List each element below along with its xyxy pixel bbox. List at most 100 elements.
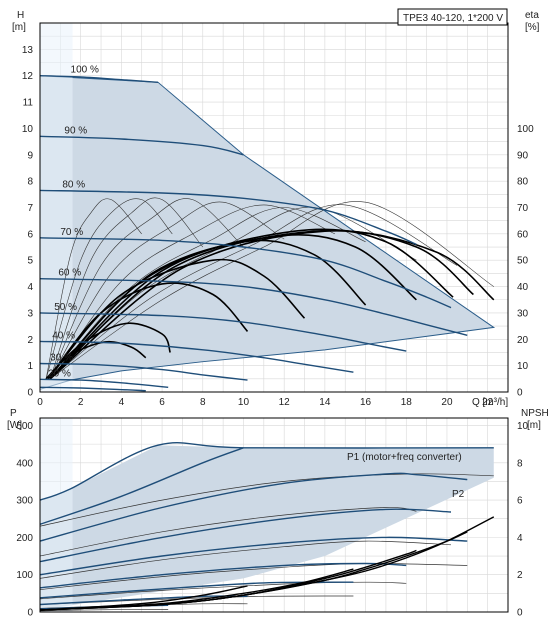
- speed-curve-label: 90 %: [64, 125, 87, 136]
- npsh-curve: [40, 568, 354, 611]
- x-tick-label: 16: [360, 397, 372, 408]
- head-speed-curve: [40, 135, 244, 156]
- eta-thin-curve: [50, 204, 458, 380]
- head-y-tick-label: 3: [27, 308, 33, 319]
- head-speed-curve: [40, 378, 169, 388]
- p1-curve: [40, 441, 494, 501]
- head-speed-curve: [40, 340, 354, 373]
- head-y-tick-label: 7: [27, 203, 33, 214]
- speed-curve-label: 100 %: [71, 65, 99, 76]
- x-tick-label: 14: [319, 397, 331, 408]
- power-plot-frame: [39, 417, 509, 613]
- eta-thin-curves: [45, 197, 494, 380]
- speed-curve-label: 80 %: [62, 179, 85, 190]
- npsh-y-tick-label: 0: [517, 608, 523, 619]
- head-speed-curve: [40, 362, 248, 381]
- eta-y-tick-label: 60: [517, 229, 529, 240]
- flow-xlabel: Q [m³/h]: [472, 397, 508, 408]
- x-tick-label: 6: [159, 397, 165, 408]
- npsh-y-tick-label: 4: [517, 533, 523, 544]
- npsh-y-tick-label: 10: [517, 421, 529, 432]
- x-tick-label: 0: [37, 397, 43, 408]
- head-y-tick-label: 12: [22, 71, 34, 82]
- x-tick-label: 22: [482, 397, 494, 408]
- p1-curves: [40, 441, 494, 610]
- p1-curve: [40, 472, 468, 542]
- p2-curve: [40, 609, 169, 612]
- head-speed-curve: [40, 386, 146, 392]
- npsh-y-tick-label: 2: [517, 570, 523, 581]
- npsh-y-tick-label: 8: [517, 458, 523, 469]
- head-ylabel-symbol: H: [17, 10, 24, 21]
- eta-ylabel-symbol: eta: [525, 10, 539, 21]
- head-panel: 0 2 4 6 8 10 12 14 16 18 20 22012345678910111213010…: [12, 8, 540, 408]
- power-envelope: [40, 445, 494, 611]
- speed-curves: [40, 75, 468, 392]
- eta-ylabel-unit: [%]: [525, 22, 540, 33]
- head-y-tick-label: 8: [27, 177, 33, 188]
- head-y-tick-label: 11: [23, 98, 34, 109]
- head-ylabel-unit: [m]: [12, 22, 26, 33]
- npsh-curves: [40, 516, 495, 611]
- eta-y-tick-label: 100: [517, 124, 534, 135]
- power-y-tick-label: 200: [16, 533, 33, 544]
- head-speed-curve: [40, 278, 468, 336]
- model-label: TPE3 40-120, 1*200 V: [403, 13, 503, 24]
- x-tick-label: 20: [441, 397, 453, 408]
- power-ticks: 0 100 200 300 400 500 0 2 4 6 8 10: [16, 421, 528, 619]
- speed-curve-label: 50 %: [54, 302, 77, 313]
- eta-thin-curve: [45, 198, 142, 379]
- eta-curve: [49, 229, 474, 380]
- p2-curves: [40, 473, 494, 612]
- eta-y-tick-label: 70: [517, 203, 529, 214]
- eta-thin-curve: [45, 198, 173, 379]
- head-speed-curve: [40, 189, 417, 246]
- speed-labels: 100 % 90 % 80 % 70 % 60 % 50 % 40 % 30 % 20 %: [48, 65, 99, 380]
- head-speed-curve: [40, 312, 407, 352]
- head-y-tick-label: 1: [27, 361, 33, 372]
- power-ylabel-symbol: P: [10, 408, 17, 419]
- speed-curve-label: 70 %: [60, 227, 83, 238]
- eta-thin-curve: [49, 198, 244, 379]
- eta-curve: [45, 322, 171, 380]
- eta-y-tick-label: 20: [517, 335, 529, 346]
- power-ylabel-unit: [W]: [7, 420, 22, 431]
- speed-curve-label: 60 %: [58, 268, 81, 279]
- speed-curve-label: 30 %: [50, 353, 73, 364]
- p2-curve: [40, 507, 417, 557]
- p1-curve: [40, 447, 244, 525]
- head-y-tick-label: 9: [27, 150, 33, 161]
- speed-curve-label: 20 %: [48, 368, 71, 379]
- head-y-tick-label: 2: [27, 335, 33, 346]
- head-speed-curve: [40, 237, 452, 309]
- npsh-ylabel-symbol: NPSH: [521, 408, 549, 419]
- x-tick-label: 18: [401, 397, 413, 408]
- head-y-tick-label: 4: [27, 282, 33, 293]
- p1-curve: [40, 562, 407, 589]
- npsh-curve: [40, 549, 417, 611]
- eta-curve: [47, 282, 249, 380]
- eta-y-tick-label: 90: [517, 150, 529, 161]
- head-ticks: 0 2 4 6 8 10 12 14 16 18 20 22012345678910111213010…: [22, 45, 534, 408]
- npsh-y-tick-label: 6: [517, 496, 523, 507]
- speed-curve-label: 40 %: [52, 330, 75, 341]
- p2-curve: [40, 473, 494, 527]
- head-y-tick-label: 13: [22, 45, 34, 56]
- x-tick-label: 4: [119, 397, 125, 408]
- eta-y-tick-label: 30: [517, 308, 529, 319]
- x-tick-label: 8: [200, 397, 206, 408]
- npsh-ylabel-unit: [m]: [527, 420, 541, 431]
- p2-label: P2: [452, 489, 465, 500]
- head-y-tick-label: 6: [27, 229, 33, 240]
- power-y-tick-label: 500: [16, 421, 33, 432]
- eta-y-tick-label: 10: [517, 361, 529, 372]
- head-speed-curve: [40, 75, 159, 83]
- power-y-tick-label: 100: [16, 570, 33, 581]
- p2-curve: [40, 540, 452, 579]
- eta-y-tick-label: 80: [517, 177, 529, 188]
- head-y-tick-label: 5: [27, 256, 33, 267]
- head-plot-frame: [39, 22, 509, 393]
- model-label-box: [397, 8, 508, 26]
- p1-curve: [40, 536, 468, 576]
